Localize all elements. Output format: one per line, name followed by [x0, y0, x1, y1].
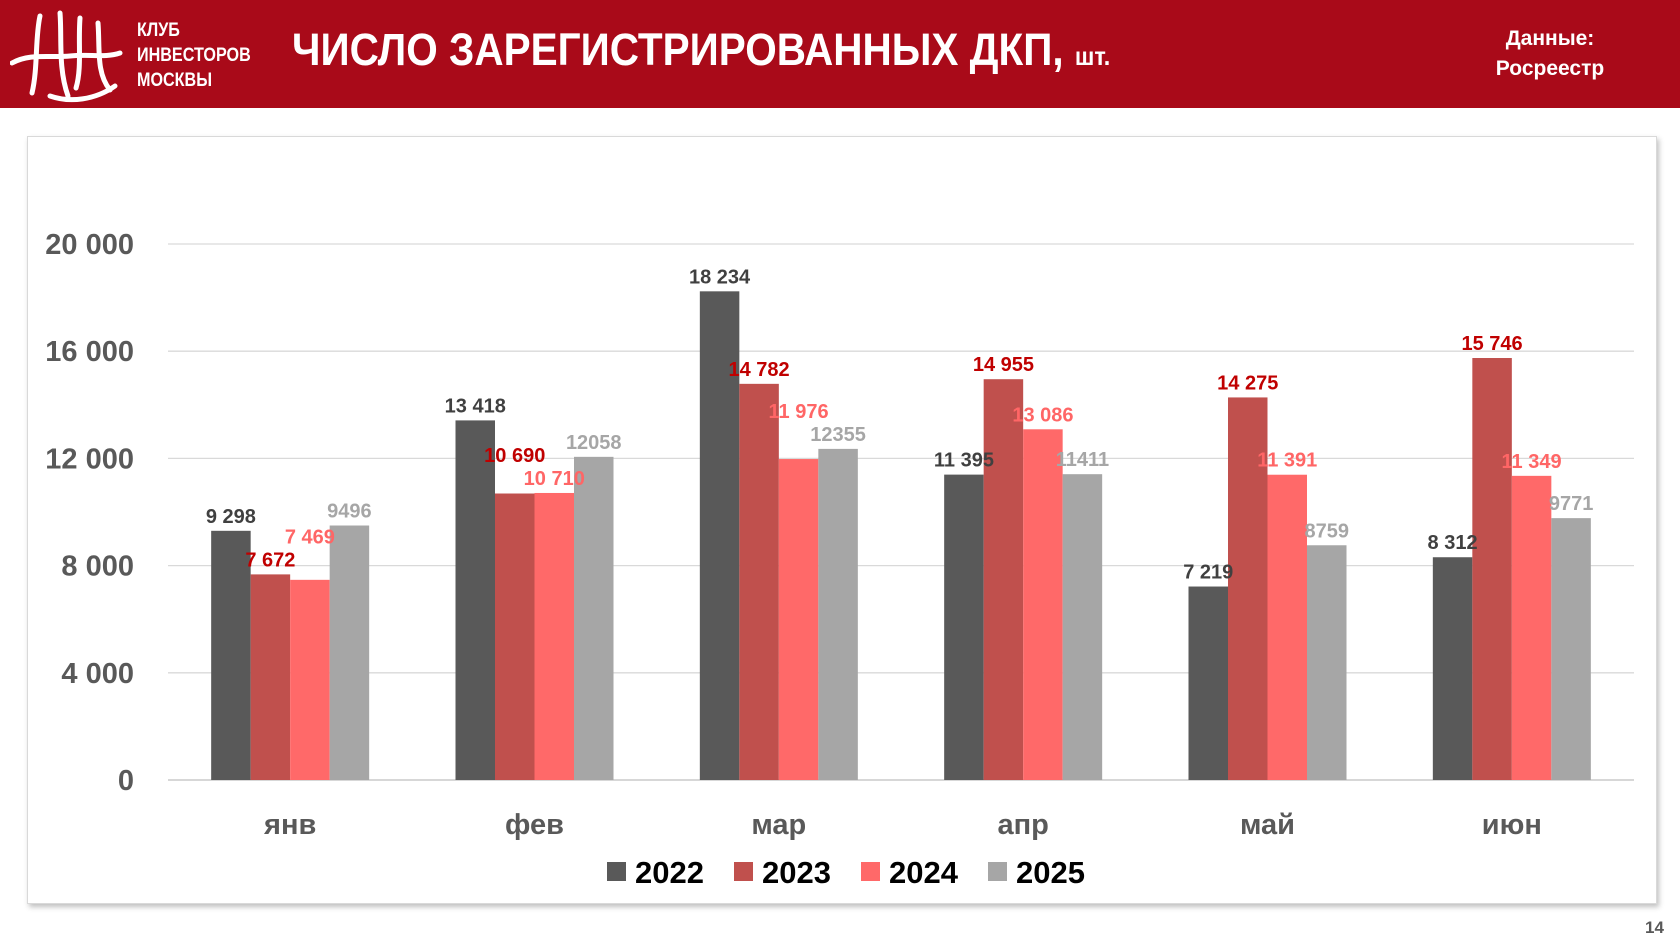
header-bar: КЛУБ ИНВЕСТОРОВ МОСКВЫ ЧИСЛО ЗАРЕГИСТРИР…	[0, 0, 1680, 108]
bar-2025	[574, 456, 614, 780]
club-logo	[10, 10, 123, 103]
club-line: КЛУБ	[137, 20, 180, 41]
data-label-2025: 8759	[1305, 520, 1350, 542]
x-tick-label: апр	[997, 809, 1048, 841]
source-value: Росреестр	[1495, 57, 1605, 80]
bar-2022	[211, 530, 251, 780]
y-tick-label: 4 000	[61, 658, 134, 690]
bar-2023	[495, 493, 535, 780]
bar-2022	[1432, 557, 1473, 780]
bar-2022	[455, 420, 495, 780]
x-tick-label: янв	[263, 809, 316, 841]
data-label-2024: 11 391	[1257, 450, 1317, 472]
bar-2025	[818, 448, 858, 780]
bar-2023	[250, 574, 291, 780]
bar-2023	[739, 383, 779, 780]
data-label-2023: 7 672	[245, 549, 295, 571]
club-line: МОСКВЫ	[137, 70, 213, 91]
title-text: ЧИСЛО ЗАРЕГИСТРИРОВАННЫХ ДКП,	[292, 24, 1064, 75]
legend-label-2023: 2023	[762, 855, 831, 890]
y-tick-label: 8 000	[61, 551, 134, 583]
y-tick-label: 0	[118, 765, 134, 797]
x-tick-label: июн	[1482, 809, 1542, 841]
x-tick-label: май	[1240, 809, 1295, 841]
y-tick-label: 16 000	[45, 336, 134, 368]
y-tick-label: 20 000	[45, 229, 134, 261]
data-label-2025: 9496	[327, 501, 372, 523]
source-label: Данные:	[1505, 27, 1595, 50]
data-label-2024: 11 349	[1502, 451, 1562, 473]
x-tick-label: мар	[751, 809, 806, 841]
title-unit: шт.	[1074, 41, 1111, 71]
legend-swatch-2025	[988, 862, 1007, 881]
bar-2024	[1023, 429, 1063, 780]
data-label-2025: 9771	[1549, 493, 1594, 515]
bar-2023	[983, 379, 1024, 780]
y-tick-label: 12 000	[45, 443, 134, 475]
legend-label-2025: 2025	[1016, 855, 1085, 890]
data-label-2023: 15 746	[1461, 333, 1522, 355]
data-label-2025: 11411	[1056, 449, 1109, 471]
bar-2022	[1188, 586, 1228, 780]
data-source: Данные: Росреестр	[1470, 24, 1630, 84]
data-label-2024: 11 976	[769, 401, 829, 423]
bar-2025	[1551, 518, 1591, 780]
data-label-2024: 13 086	[1012, 404, 1073, 426]
bar-2025	[1307, 545, 1347, 780]
bar-2022	[944, 474, 984, 780]
data-label-2024: 7 469	[285, 526, 335, 548]
data-label-2023: 14 275	[1217, 372, 1278, 394]
data-label-2023: 10 690	[484, 445, 545, 467]
legend-swatch-2024	[861, 862, 880, 881]
data-label-2022: 8 312	[1428, 532, 1478, 554]
club-name: КЛУБ ИНВЕСТОРОВ МОСКВЫ	[137, 18, 251, 93]
bar-2022	[699, 291, 740, 780]
x-tick-label: фев	[505, 809, 564, 841]
bar-2023	[1228, 397, 1268, 780]
page-title: ЧИСЛО ЗАРЕГИСТРИРОВАННЫХ ДКП, шт.	[292, 24, 1110, 76]
data-label-2025: 12355	[810, 424, 866, 446]
data-label-2023: 14 782	[728, 359, 789, 381]
data-label-2022: 9 298	[206, 506, 256, 528]
data-label-2022: 18 234	[689, 266, 751, 288]
bar-2025	[1062, 474, 1103, 780]
legend-label-2024: 2024	[889, 855, 959, 890]
data-label-2025: 12058	[566, 432, 622, 454]
bar-2024	[1267, 474, 1307, 780]
page-number: 14	[1645, 918, 1664, 937]
legend-swatch-2023	[734, 862, 753, 881]
bar-2024	[778, 459, 819, 780]
data-label-2022: 13 418	[445, 395, 506, 417]
data-label-2024: 10 710	[524, 468, 585, 490]
bar-2024	[534, 492, 574, 780]
legend-label-2022: 2022	[635, 855, 704, 890]
legend-swatch-2022	[607, 862, 626, 881]
bar-2024	[1511, 475, 1552, 780]
data-label-2022: 11 395	[934, 450, 994, 472]
club-line: ИНВЕСТОРОВ	[137, 45, 251, 66]
bar-2025	[329, 525, 370, 780]
data-label-2022: 7 219	[1183, 562, 1233, 584]
bar-2023	[1472, 358, 1512, 780]
data-label-2023: 14 955	[973, 354, 1034, 376]
bar-2024	[290, 579, 330, 780]
